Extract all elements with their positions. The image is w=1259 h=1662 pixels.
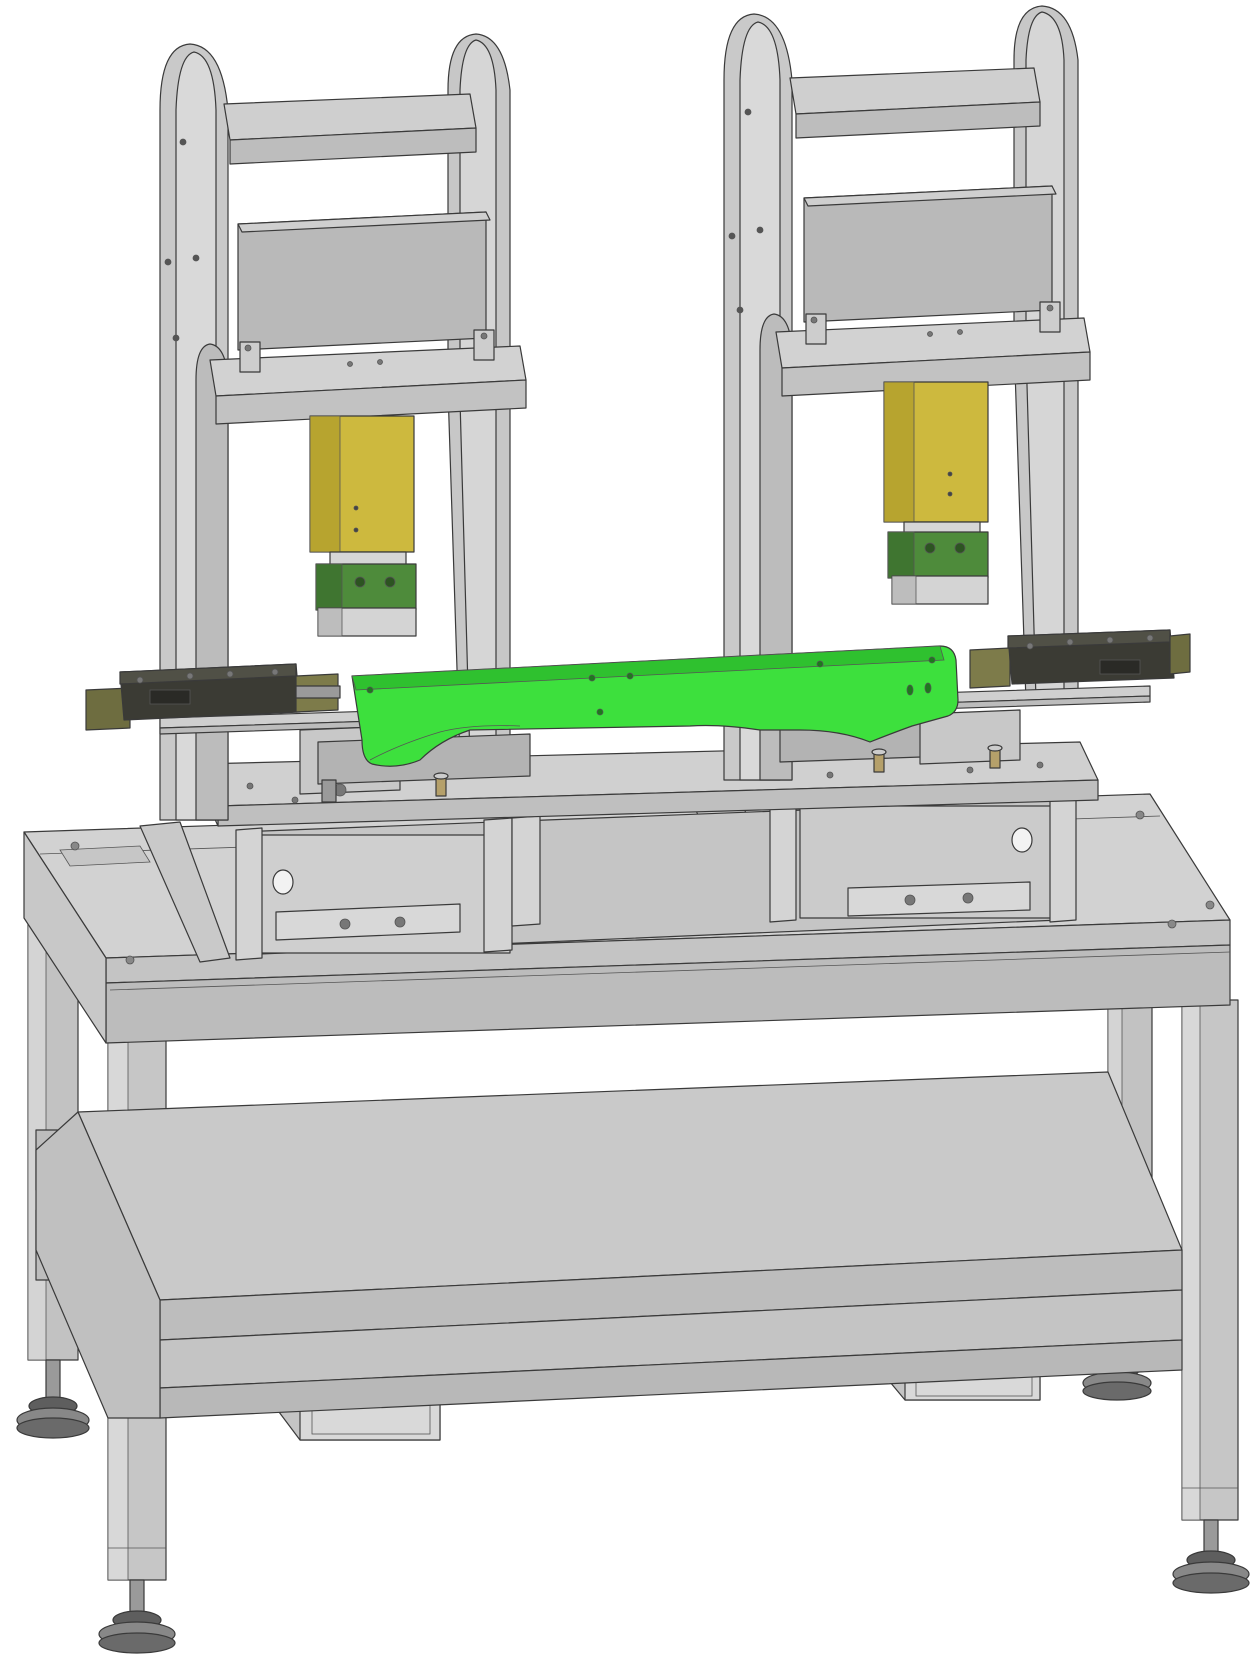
leveling-feet [16, 1329, 1250, 1654]
fixture-base [139, 741, 1099, 963]
foot-front-left [98, 1579, 176, 1654]
green-workpiece [351, 645, 959, 767]
foot-front-right [1172, 1519, 1250, 1594]
right-cylinder [883, 381, 989, 605]
left-cylinder [309, 415, 417, 637]
left-press-arch [159, 33, 527, 821]
foot-back-left [16, 1359, 90, 1439]
locator-pins [321, 744, 1003, 803]
right-linear-slide [779, 629, 1191, 765]
lower-shelf [35, 1071, 1183, 1419]
